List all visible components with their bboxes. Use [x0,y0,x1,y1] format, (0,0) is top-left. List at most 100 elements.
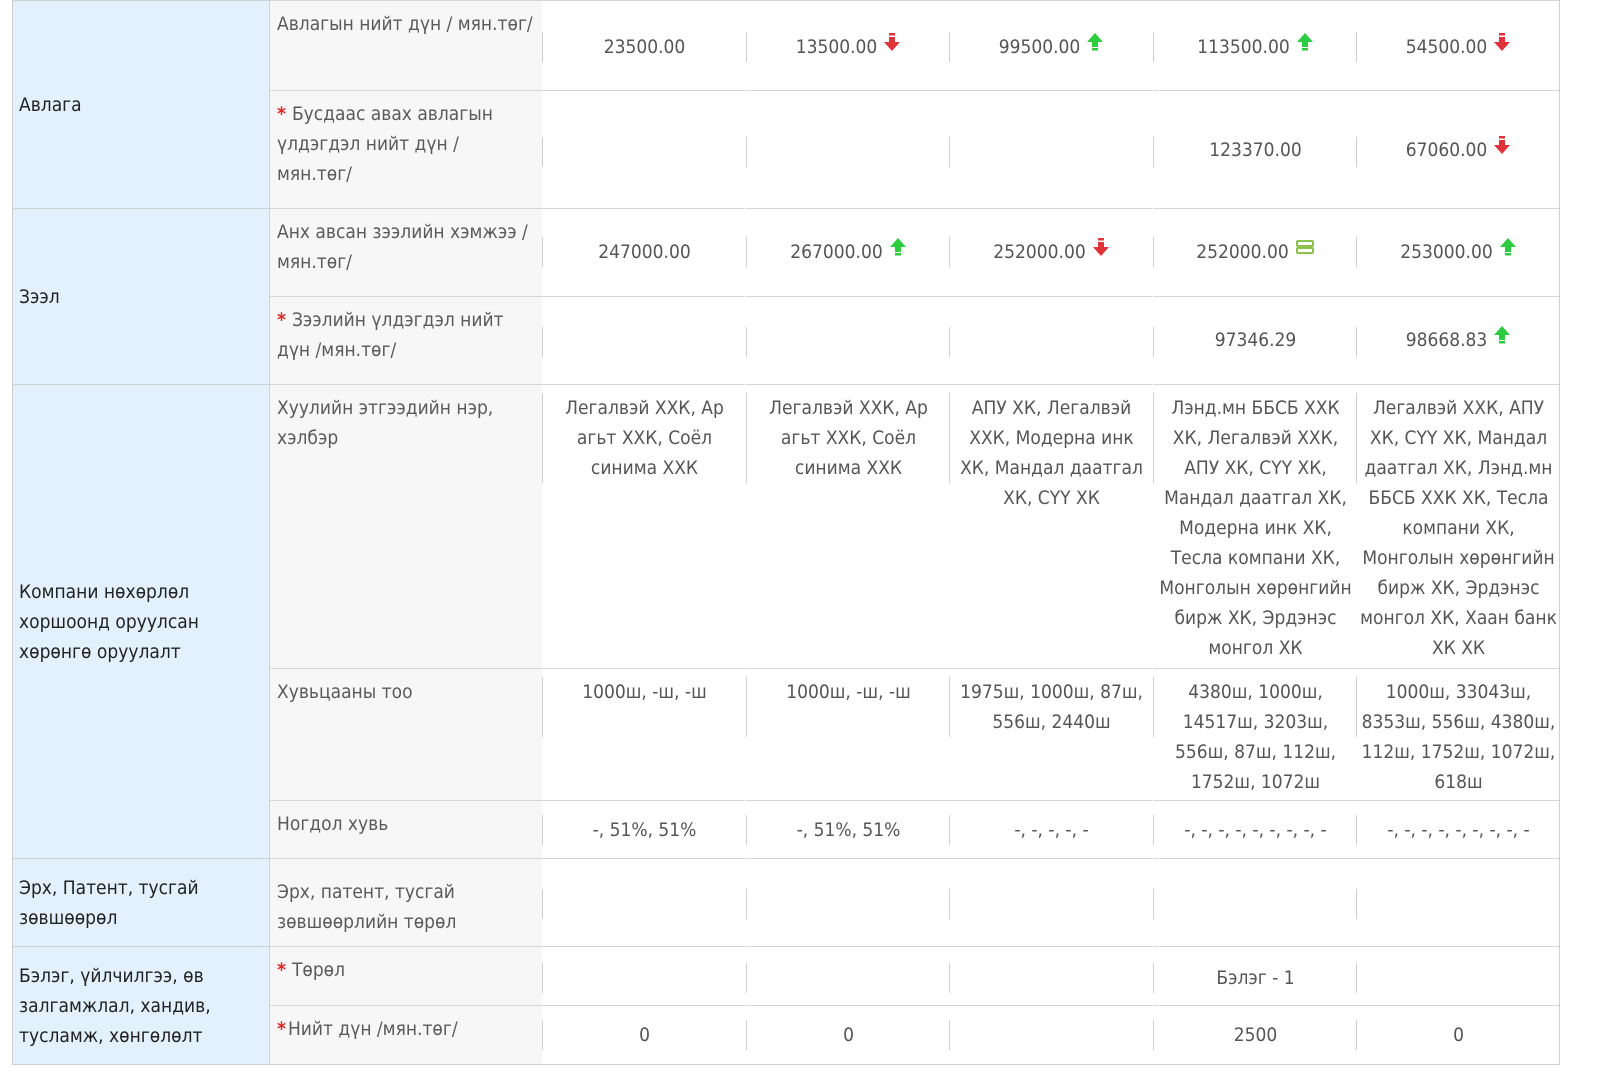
column-divider [949,677,950,737]
cell-value: -, 51%, 51% [592,819,697,841]
value-cell [746,90,949,208]
cell-value: 267000.00 [790,241,883,263]
row-label-text: Хувьцааны тоо [277,681,413,703]
column-divider [746,1020,747,1050]
value-cell: 113500.00 [1153,0,1356,90]
value-cell [746,946,949,1005]
column-divider [1153,32,1154,62]
column-divider [542,32,543,62]
down-arrow-icon [1493,134,1511,164]
cell-value: 113500.00 [1197,36,1290,58]
column-divider [949,393,950,483]
value-cell: 0 [1356,1005,1559,1064]
value-cell: Легалвэй ХХК, Ар агьт ХХК, Соёл синима Х… [746,384,949,668]
up-arrow-icon [889,236,907,266]
row-label-text: Ногдол хувь [277,813,389,835]
required-asterisk: * [277,959,286,981]
cell-value: 1000ш, 33043ш, 8353ш, 556ш, 4380ш, 112ш,… [1361,681,1556,793]
up-arrow-icon [1499,236,1517,266]
cell-value: 98668.83 [1405,329,1488,351]
column-divider [1153,137,1154,167]
column-divider [542,677,543,737]
up-arrow-icon [1086,31,1104,61]
category-name: Зээл [19,285,60,308]
cell-value: Бэлэг - 1 [1216,967,1295,989]
cell-value: 2500 [1233,1024,1278,1046]
up-arrow-icon [1493,324,1511,354]
column-divider [1356,815,1357,845]
row-label: * Бусдаас авах авлагын үлдэгдэл нийт дүн … [270,90,542,208]
cell-value: 23500.00 [603,36,686,58]
column-divider [1153,889,1154,919]
category-cell: Зээл [13,208,270,384]
value-cell: Лэнд.мн ББСБ ХХК ХК, Легалвэй ХХК, АПУ Х… [1153,384,1356,668]
down-arrow-icon [1493,31,1511,61]
value-cell [949,1005,1152,1064]
value-cell [746,296,949,384]
value-cell [1356,858,1559,946]
value-cell: 67060.00 [1356,90,1559,208]
cell-value: -, -, -, -, - [1014,819,1089,841]
column-divider [542,237,543,267]
column-divider [949,327,950,357]
row-label: * Зээлийн үлдэгдэл нийт дүн /мян.төг/ [270,296,542,384]
value-cell: 0 [746,1005,949,1064]
column-divider [1356,327,1357,357]
cell-value: -, -, -, -, -, -, -, -, - [1184,819,1327,841]
value-cell: 1000ш, -ш, -ш [746,668,949,800]
column-divider [1153,393,1154,483]
cell-value: 0 [639,1024,650,1046]
column-divider [1356,963,1357,993]
cell-value: 0 [1453,1024,1464,1046]
value-cell: 4380ш, 1000ш, 14517ш, 3203ш, 556ш, 87ш, … [1153,668,1356,800]
cell-value: 1000ш, -ш, -ш [786,681,911,703]
cell-value: 4380ш, 1000ш, 14517ш, 3203ш, 556ш, 87ш, … [1174,681,1337,793]
cell-value: 123370.00 [1209,139,1302,161]
row-label: Анх авсан зээлийн хэмжээ /мян.төг/ [270,208,542,296]
row-label: Ногдол хувь [270,800,542,858]
cell-value: -, 51%, 51% [796,819,901,841]
category-name: Компани нөхөрлөл хоршоонд оруулсан хөрөн… [19,580,199,663]
cell-value: 253000.00 [1400,241,1493,263]
cell-value: 252000.00 [1196,241,1289,263]
cell-value: 252000.00 [993,241,1086,263]
column-divider [1153,677,1154,737]
value-cell: 247000.00 [542,208,745,296]
required-asterisk: * [277,103,286,125]
value-cell: 98668.83 [1356,296,1559,384]
category-cell: Бэлэг, үйлчилгээ, өв залгамжлал, хандив,… [13,946,270,1064]
column-divider [1356,393,1357,483]
column-divider [746,889,747,919]
column-divider [949,815,950,845]
value-cell [542,858,745,946]
column-divider [746,815,747,845]
column-divider [746,237,747,267]
row-label-text: Авлагын нийт дүн / мян.төг/ [277,13,533,35]
column-divider [1153,327,1154,357]
column-divider [1356,32,1357,62]
column-divider [542,137,543,167]
value-cell: 1000ш, 33043ш, 8353ш, 556ш, 4380ш, 112ш,… [1356,668,1559,800]
cell-value: Легалвэй ХХК, Ар агьт ХХК, Соёл синима Х… [565,397,724,479]
value-cell [746,858,949,946]
value-cell: 1975ш, 1000ш, 87ш, 556ш, 2440ш [949,668,1152,800]
column-divider [1356,889,1357,919]
value-cell: 23500.00 [542,0,745,90]
value-cell: 267000.00 [746,208,949,296]
value-cell: -, 51%, 51% [746,800,949,858]
value-cell [1356,946,1559,1005]
cell-value: 0 [843,1024,854,1046]
column-divider [1153,815,1154,845]
value-cell [949,946,1152,1005]
cell-value: АПУ ХК, Легалвэй ХХК, Модерна инк ХК, Ма… [960,397,1143,509]
value-cell: 1000ш, -ш, -ш [542,668,745,800]
column-divider [746,393,747,483]
column-divider [1356,677,1357,737]
column-divider [949,137,950,167]
value-cell: 253000.00 [1356,208,1559,296]
column-divider [746,963,747,993]
row-label-text: Төрөл [291,959,346,981]
value-cell: 99500.00 [949,0,1152,90]
row-label: Эрх, патент, тусгай зөвшөөрлийн төрөл [270,858,542,946]
down-arrow-icon [883,31,901,61]
